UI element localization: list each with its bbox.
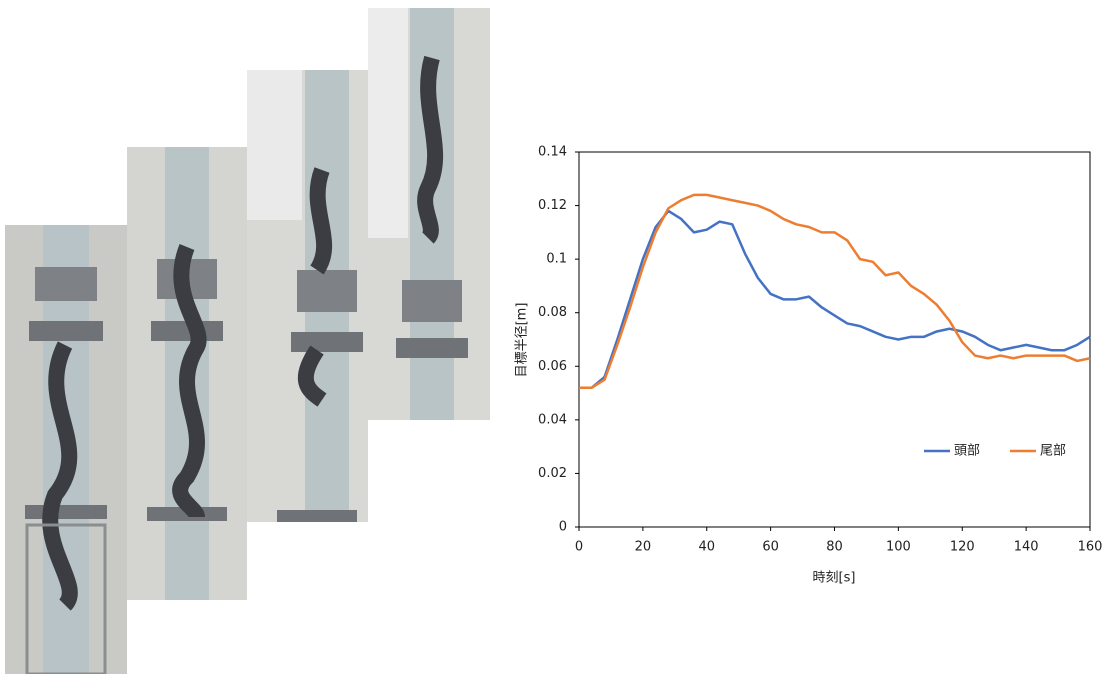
y-tick-label: 0: [559, 520, 567, 535]
y-axis-title: 目標半径[m]: [515, 303, 530, 378]
legend-label: 尾部: [1040, 444, 1066, 459]
x-tick-label: 100: [886, 540, 911, 555]
x-tick-label: 20: [635, 540, 652, 555]
plot-frame: [578, 151, 1091, 528]
x-tick-label: 60: [762, 540, 779, 555]
x-tick-label: 80: [826, 540, 843, 555]
x-tick-label: 40: [698, 540, 715, 555]
line: [579, 209, 1091, 389]
photos: [5, 8, 490, 676]
y-tick-label: 0.14: [538, 145, 567, 160]
y-tick-label: 0.02: [538, 466, 567, 481]
line: [579, 193, 1091, 389]
x-tick-label: 0: [575, 540, 583, 555]
legend-label: 頭部: [954, 444, 980, 459]
x-axis-title: 時刻[s]: [813, 571, 856, 586]
x-tick-label: 140: [1014, 540, 1039, 555]
y-tick-label: 0.08: [538, 305, 567, 320]
x-tick-label: 120: [950, 540, 975, 555]
y-tick-label: 0.1: [546, 252, 567, 267]
y-tick-label: 0.12: [538, 198, 567, 213]
x-tick-label: 160: [1078, 540, 1103, 555]
y-tick-label: 0.06: [538, 359, 567, 374]
y-tick-label: 0.04: [538, 412, 567, 427]
